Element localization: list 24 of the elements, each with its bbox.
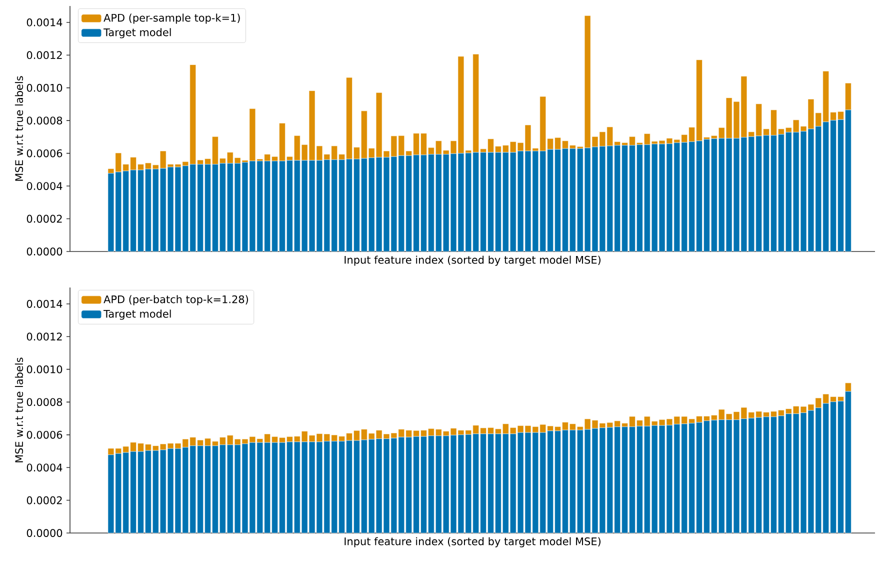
y-tick-label: 0.0008 xyxy=(26,116,62,125)
legend-label: APD (per-sample top-k=1) xyxy=(104,14,240,24)
x-axis-title: Input feature index (sorted by target model MSE) xyxy=(344,256,600,266)
y-tick-label: 0.0000 xyxy=(26,248,62,256)
y-tick-label: 0.0006 xyxy=(26,430,62,439)
y-axis-title: MSE w.r.t true labels xyxy=(14,76,24,181)
y-axis-title: MSE w.r.t true labels xyxy=(14,358,24,462)
y-tick-label: 0.0008 xyxy=(26,398,62,406)
legend-label: APD (per-batch top-k=1.28) xyxy=(104,295,248,306)
legend-label: Target model xyxy=(103,310,171,320)
y-tick-label: 0.0014 xyxy=(26,300,62,308)
legend-label: Target model xyxy=(103,28,171,38)
y-tick-label: 0.0000 xyxy=(26,529,62,537)
y-tick-label: 0.0004 xyxy=(26,464,62,472)
y-tick-label: 0.0004 xyxy=(26,182,62,190)
y-tick-label: 0.0014 xyxy=(26,18,62,26)
y-tick-label: 0.0012 xyxy=(26,332,62,341)
y-tick-label: 0.0010 xyxy=(26,84,62,92)
y-tick-label: 0.0006 xyxy=(26,149,62,158)
y-tick-label: 0.0002 xyxy=(26,496,62,504)
y-tick-label: 0.0002 xyxy=(26,214,62,223)
y-tick-label: 0.0012 xyxy=(26,51,62,60)
x-axis-title: Input feature index (sorted by target model MSE) xyxy=(344,537,600,548)
y-tick-label: 0.0010 xyxy=(26,365,62,374)
